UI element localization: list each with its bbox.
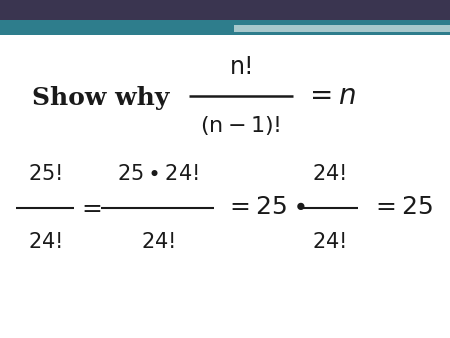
Text: Show why: Show why — [32, 86, 169, 110]
Text: $\rm{25 \bullet 24!}$: $\rm{25 \bullet 24!}$ — [117, 164, 198, 184]
Text: $\rm{n!}$: $\rm{n!}$ — [229, 56, 252, 79]
Text: $\rm{24!}$: $\rm{24!}$ — [311, 164, 346, 184]
Bar — [234, 25, 450, 32]
Text: $\rm{24!}$: $\rm{24!}$ — [140, 232, 175, 252]
Bar — [0, 20, 450, 35]
Text: $\rm{25!}$: $\rm{25!}$ — [28, 164, 62, 184]
Text: $=$: $=$ — [77, 196, 103, 219]
Text: $= 25$: $= 25$ — [371, 196, 433, 219]
Text: $\rm{(n - 1)!}$: $\rm{(n - 1)!}$ — [200, 114, 281, 137]
Text: $= \mathit{n}$: $= \mathit{n}$ — [304, 83, 356, 110]
Text: $\rm{24!}$: $\rm{24!}$ — [311, 232, 346, 252]
Text: $\rm{24!}$: $\rm{24!}$ — [28, 232, 62, 252]
Bar — [0, 0, 450, 22]
Text: $= 25 \bullet$: $= 25 \bullet$ — [225, 196, 306, 219]
